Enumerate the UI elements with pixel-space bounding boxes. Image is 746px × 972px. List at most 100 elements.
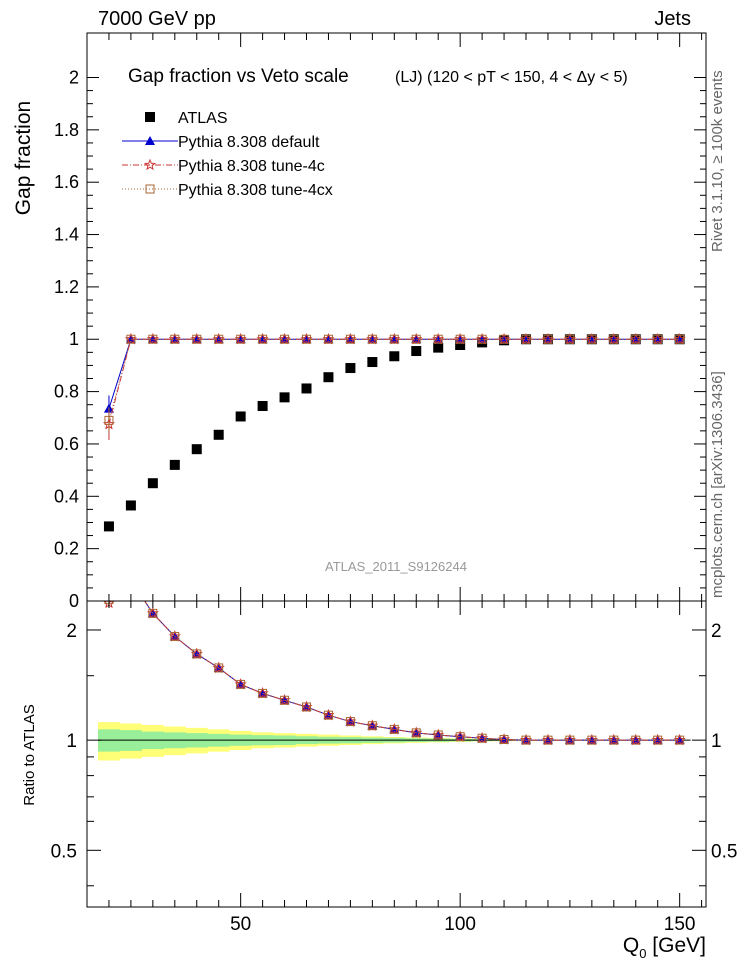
ratio-data-point: [609, 735, 619, 745]
main-data-point: [214, 334, 224, 344]
legend-entry: Pythia 8.308 tune-4cx: [178, 182, 333, 199]
main-data-point: [301, 383, 312, 394]
main-data-point: [302, 334, 312, 344]
main-data-point: [609, 334, 619, 344]
mcplots-label: mcplots.cern.ch [arXiv:1306.3436]: [709, 371, 726, 598]
main-data-point: [323, 334, 333, 344]
ratio-series-2: [104, 576, 685, 745]
legend-entry: ATLAS: [178, 110, 228, 127]
main-y-tick-label: 1.4: [54, 225, 79, 245]
main-y-tick-label: 1.8: [54, 120, 79, 140]
main-data-point: [126, 334, 136, 344]
ratio-data-point: [302, 702, 312, 712]
main-data-point: [565, 334, 575, 344]
main-data-point: [147, 478, 158, 489]
ratio-data-point: [587, 735, 597, 745]
main-data-point: [236, 334, 246, 344]
main-y-tick-label: 0.4: [54, 486, 79, 506]
main-data-point: [389, 334, 399, 344]
main-data-point: [169, 459, 180, 470]
ratio-data-point: [565, 735, 575, 745]
ratio-data-point: [236, 679, 246, 689]
main-y-tick-label: 0: [69, 591, 79, 611]
main-y-tick-label: 0.2: [54, 539, 79, 559]
main-series-0: [103, 334, 685, 532]
ratio-data-point: [521, 735, 531, 745]
ratio-data-point: [192, 649, 202, 659]
ratio-data-point: [675, 735, 685, 745]
main-y-tick-label: 1: [69, 329, 79, 349]
ratio-data-point: [258, 688, 268, 698]
main-data-point: [280, 334, 290, 344]
main-data-point: [367, 357, 378, 368]
legend-marker: [145, 112, 155, 122]
main-data-point: [192, 334, 202, 344]
legend-entry: Pythia 8.308 tune-4c: [178, 158, 325, 175]
main-data-point: [653, 334, 663, 344]
ratio-data-point: [104, 585, 114, 594]
main-data-point: [235, 411, 246, 422]
main-data-point: [258, 334, 268, 344]
legend-marker: [143, 158, 157, 171]
ratio-data-point: [126, 575, 136, 584]
main-data-point: [455, 340, 466, 351]
analysis-label: ATLAS_2011_S9126244: [325, 559, 467, 574]
ratio-data-point: [280, 695, 290, 705]
ratio-data-point: [323, 710, 333, 720]
main-series-2: [102, 332, 686, 441]
main-series-1: [103, 334, 685, 422]
main-data-point: [411, 346, 422, 357]
rivet-label: Rivet 3.1.10, ≥ 100k events: [709, 70, 726, 252]
main-data-point: [367, 334, 377, 344]
x-tick-label: 100: [444, 914, 476, 935]
ratio-series-line: [144, 601, 680, 741]
main-series-line: [108, 338, 680, 409]
main-data-point: [543, 334, 553, 344]
main-y-tick-label: 1.6: [54, 172, 79, 192]
plot-title: Gap fraction vs Veto scale: [128, 66, 349, 87]
ratio-y-tick-label: 2: [66, 621, 77, 642]
main-data-point: [170, 334, 180, 344]
ratio-data-point: [148, 608, 158, 618]
main-data-point: [521, 334, 531, 344]
legend-marker: [145, 184, 155, 194]
main-data-point: [213, 429, 224, 440]
ratio-data-point: [127, 576, 135, 584]
main-data-point: [345, 363, 356, 374]
main-data-point: [631, 334, 641, 344]
main-data-point: [103, 521, 114, 532]
ratio-data-point: [631, 735, 641, 745]
main-y-axis-label: Gap fraction: [12, 101, 35, 215]
main-panel: 0 0.2 0.4 0.6 0.8 1 1.2 1.4 1.6 1.8 2 Gap fraction…: [12, 32, 707, 611]
x-tick-label: 150: [664, 914, 696, 935]
ratio-data-point: [367, 721, 377, 731]
main-data-point: [104, 415, 114, 425]
main-data-point: [148, 334, 158, 344]
ratio-data-point: [455, 732, 465, 742]
main-y-tick-label: 1.2: [54, 277, 79, 297]
main-data-point: [477, 334, 487, 344]
legend: ATLAS Pythia 8.308 default Pythia 8.308 tu…: [122, 110, 333, 199]
ratio-data-point: [214, 663, 224, 673]
legend-entry: Pythia 8.308 default: [178, 134, 320, 151]
main-data-point: [433, 334, 443, 344]
main-data-point: [455, 334, 465, 344]
main-series-line: [108, 338, 680, 421]
main-data-point: [125, 500, 136, 511]
category-label: Jets: [654, 8, 691, 30]
ratio-y-tick-label: 0.5: [51, 841, 77, 862]
main-data-point: [411, 334, 421, 344]
ratio-data-point: [653, 735, 663, 745]
energy-label: 7000 GeV pp: [98, 8, 216, 30]
main-data-point: [433, 342, 444, 353]
main-y-tick-label: 0.6: [54, 434, 79, 454]
main-data-point: [587, 334, 597, 344]
main-data-point: [675, 334, 685, 344]
main-data-point: [323, 372, 334, 383]
main-data-point: [257, 400, 268, 411]
ratio-frame: [86, 600, 707, 908]
ratio-panel: 0.5 0.5 1 1 2 2 50 100 150 Ratio to ATLAS Q0 [Ge…: [21, 575, 737, 961]
x-axis-label: Q0 [GeV]: [623, 934, 706, 961]
ratio-y-tick-label-right: 1: [711, 731, 722, 752]
